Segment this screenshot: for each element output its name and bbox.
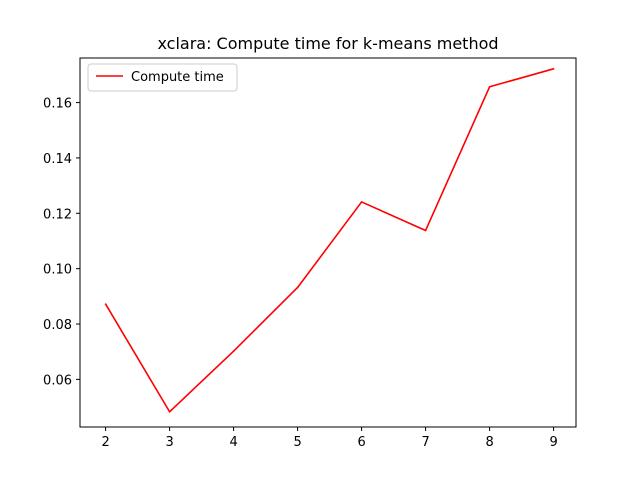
series-line-compute-time xyxy=(104,68,554,413)
y-tick-label: 0.06 xyxy=(43,373,72,388)
data-point xyxy=(296,286,299,289)
legend-label: Compute time xyxy=(131,70,224,85)
y-axis: 0.06 0.08 0.10 0.12 0.14 0.16 xyxy=(43,97,80,388)
x-tick-label: 6 xyxy=(357,435,365,450)
data-point xyxy=(168,410,171,413)
data-point xyxy=(360,201,363,203)
data-point xyxy=(552,67,555,70)
x-tick-label: 5 xyxy=(293,435,301,450)
y-tick-label: 0.08 xyxy=(43,318,72,333)
data-point xyxy=(104,303,107,305)
y-tick-label: 0.14 xyxy=(43,152,72,167)
x-tick-label: 3 xyxy=(165,435,173,450)
x-tick-label: 4 xyxy=(229,435,237,450)
legend-box xyxy=(87,63,238,92)
data-point xyxy=(424,229,427,232)
legend: Compute time xyxy=(87,63,238,92)
x-tick-label: 8 xyxy=(485,435,493,450)
x-tick-label: 7 xyxy=(421,435,429,450)
plot-area: 2 3 4 5 6 7 8 9 0.06 0.08 0.10 0.12 0.14 0.16 xyxy=(43,57,577,450)
chart-title: xclara: Compute time for k-means method xyxy=(157,34,498,53)
x-axis: 2 3 4 5 6 7 8 9 xyxy=(101,427,558,450)
x-tick-label: 9 xyxy=(549,435,557,450)
data-point xyxy=(488,85,491,88)
series-layer xyxy=(104,67,555,413)
x-tick-label: 2 xyxy=(101,435,109,450)
data-point xyxy=(232,350,235,352)
y-tick-label: 0.12 xyxy=(43,207,72,222)
y-tick-label: 0.16 xyxy=(43,97,72,112)
axes-frame xyxy=(79,57,577,428)
y-tick-label: 0.10 xyxy=(43,263,72,278)
